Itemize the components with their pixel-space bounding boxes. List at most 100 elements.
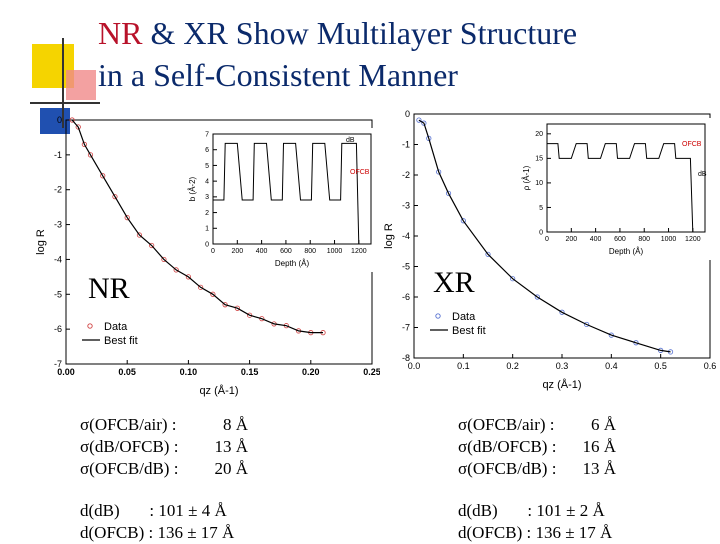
deco-red-square (66, 70, 96, 100)
xr-x-axis-label: qz (Å-1) (542, 378, 581, 391)
xr-inset-plot-frame (546, 123, 706, 233)
xr-inset-x-tick-label: 1000 (661, 236, 677, 243)
nr-sigma-row: σ(OFCB/dB) : 20 Å (80, 458, 380, 480)
xr-sigma-row: σ(dB/OFCB) : 16 Å (458, 436, 718, 458)
nr-inset-plot-frame (212, 133, 372, 245)
nr-d-ofcb: d(OFCB) : 136 ± 17 Å (80, 523, 235, 542)
nr-inset-y-tick-label: 6 (205, 147, 209, 154)
nr-inset-x-tick-label: 1000 (327, 248, 343, 255)
xr-inset-x-tick-label: 1200 (685, 236, 701, 243)
slide-title: NR & XR Show Multilayer Structure in a S… (98, 12, 577, 96)
xr-inset-y-tick-label: 10 (535, 180, 543, 187)
xr-inset-y-tick-label: 0 (539, 229, 543, 236)
nr-data-point (81, 141, 87, 148)
xr-inset-x-tick-label: 600 (614, 236, 626, 243)
nr-inset-annotation: dB (346, 137, 355, 144)
xr-data-point (416, 117, 422, 123)
xr-data-point (426, 135, 432, 142)
nr-sigma-value: 20 Å (214, 459, 248, 478)
xr-d-db: d(dB) : 101 ± 2 Å (458, 501, 605, 520)
nr-legend-data-marker (87, 323, 93, 329)
xr-d-ofcb: d(OFCB) : 136 ± 17 Å (458, 523, 613, 542)
nr-inset-y-tick-label: 1 (205, 226, 209, 233)
nr-data-point (247, 312, 253, 318)
nr-inset-x-tick-label: 600 (280, 248, 292, 255)
xr-inset-inset-background (521, 118, 713, 260)
xr-inset-x-tick-label: 800 (638, 236, 650, 243)
nr-inset-y-tick-label: 7 (205, 131, 209, 138)
nr-sigma-key: σ(dB/OFCB) : (80, 437, 179, 456)
xr-y-tick-label: -4 (402, 231, 410, 241)
nr-data-point (69, 117, 75, 123)
nr-data-point (124, 215, 130, 221)
xr-inset-y-tick-label: 5 (539, 205, 543, 212)
nr-x-tick-label: 0.20 (302, 367, 320, 377)
nr-inset-y-tick-label: 2 (205, 210, 209, 217)
xr-inset-x-axis-label: Depth (Å) (609, 247, 644, 256)
xr-x-tick-label: 0.3 (556, 361, 569, 371)
nr-inset-y-tick-label: 4 (205, 178, 209, 185)
deco-horizontal-line (30, 102, 100, 104)
xr-sigma-row: σ(OFCB/air) : 6 Å (458, 414, 718, 436)
nr-inset-annotation: OFCB (350, 169, 370, 176)
xr-x-tick-label: 0.1 (457, 361, 470, 371)
nr-series-line (71, 119, 323, 334)
nr-inset-y-tick-label: 0 (205, 241, 209, 248)
nr-chart: 0.00 0.05 0.10 0.15 0.20 0.25 0 -1 -2 -3 -4 -5 -6 -7 D… (35, 115, 380, 397)
xr-data-point (608, 332, 614, 338)
nr-data-point (87, 152, 94, 158)
xr-inset-annotation: dB (698, 171, 707, 178)
xr-data-point (445, 190, 452, 196)
xr-series-line (418, 119, 671, 353)
xr-inset-y-tick-label: 15 (535, 156, 543, 163)
nr-inset-x-tick-label: 1200 (351, 248, 367, 255)
nr-sigma-key: σ(OFCB/air) : (80, 415, 177, 434)
xr-y-tick-label: -5 (402, 262, 410, 272)
xr-data-point (584, 321, 590, 328)
xr-inset-y-axis-label: ρ (Å-1) (522, 165, 531, 190)
xr-y-tick-label: -2 (402, 170, 410, 180)
xr-sigma-row: σ(OFCB/dB) : 13 Å (458, 458, 718, 480)
nr-data-point (112, 194, 118, 200)
nr-params: σ(OFCB/air) : 8 Å σ(dB/OFCB) : 13 Å σ(OFCB… (80, 414, 380, 544)
xr-y-axis-label: log R (384, 223, 395, 249)
nr-y-tick-label: 0 (57, 115, 62, 125)
xr-sigma-key: σ(OFCB/air) : (458, 415, 555, 434)
nr-inset-y-axis-label: b (Å-2) (188, 176, 197, 201)
nr-y-tick-label: -3 (54, 220, 62, 230)
xr-sigma-key: σ(dB/OFCB) : (458, 437, 557, 456)
nr-y-tick-label: -1 (54, 150, 62, 160)
deco-vertical-line (62, 38, 64, 128)
xr-sigma-value: 16 Å (582, 437, 616, 456)
nr-data-point (234, 305, 240, 311)
nr-x-axis-label: qz (Å-1) (199, 384, 238, 397)
xr-sigma-value: 6 Å (590, 415, 616, 434)
nr-legend-fit-label: Best fit (104, 335, 138, 347)
nr-inset-x-tick-label: 0 (211, 248, 215, 255)
nr-x-tick-label: 0.05 (118, 367, 136, 377)
xr-y-tick-label: -1 (402, 140, 410, 150)
xr-x-tick-label: 0.4 (605, 361, 618, 371)
nr-y-tick-label: -6 (54, 324, 62, 334)
nr-data-point (100, 173, 106, 179)
xr-y-tick-label: -6 (402, 292, 410, 302)
nr-x-tick-label: 0.25 (363, 367, 380, 377)
xr-chart: 0.0 0.1 0.2 0.3 0.4 0.5 0.6 0 -1 -2 -3 -4 -5 -6 -7 -8 Da… (384, 109, 716, 391)
nr-inset-y-tick-label: 5 (205, 163, 209, 170)
title-line2: in a Self-Consistent Manner (98, 57, 458, 93)
title-line1: & XR Show Multilayer Structure (142, 15, 578, 51)
nr-y-tick-label: -5 (54, 289, 62, 299)
deco-blue-square (40, 108, 70, 134)
xr-y-tick-label: -3 (402, 201, 410, 211)
nr-y-tick-label: -4 (54, 254, 62, 264)
xr-panel-label: XR (433, 266, 475, 299)
nr-y-tick-label: -7 (54, 359, 62, 369)
nr-x-tick-label: 0.10 (180, 367, 198, 377)
xr-x-tick-label: 0.2 (506, 361, 519, 371)
nr-inset-x-tick-label: 200 (231, 248, 243, 255)
nr-d-db: d(dB) : 101 ± 4 Å (80, 501, 227, 520)
nr-inset-x-tick-label: 800 (304, 248, 316, 255)
xr-sigma-key: σ(OFCB/dB) : (458, 459, 557, 478)
xr-x-tick-label: 0.5 (654, 361, 667, 371)
xr-inset-series-line (547, 143, 694, 233)
